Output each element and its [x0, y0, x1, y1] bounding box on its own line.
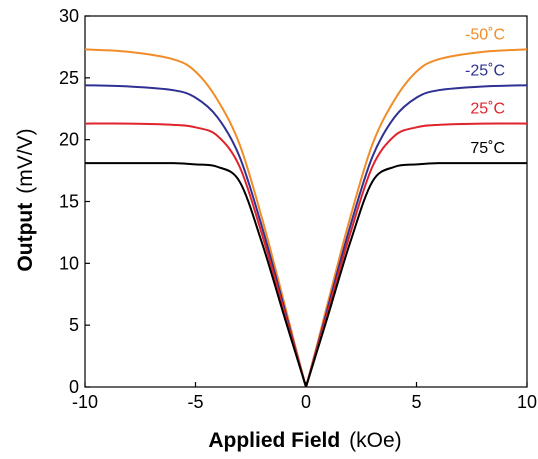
x-tick-label: 5: [411, 392, 421, 412]
plot-border: [84, 15, 528, 388]
axis-ticks: -10 -5 0 5 10 0 5 10 15 20 25 30: [59, 6, 537, 412]
y-tick-label: 25: [59, 68, 79, 88]
series-line-0: [84, 48, 528, 388]
x-axis-title-main: Applied Field: [208, 429, 340, 452]
series-label-1: -25˚C: [465, 62, 505, 79]
x-axis-title: Applied Field (kOe): [208, 429, 401, 452]
y-tick-label: 10: [59, 253, 79, 273]
y-tick-label: 20: [59, 130, 79, 150]
x-tick-label: -10: [72, 392, 98, 412]
series-label-3: 75˚C: [470, 140, 505, 157]
y-axis-title: Output (mV/V): [14, 128, 37, 271]
x-tick-label: -5: [187, 392, 203, 412]
x-tick-label: 0: [301, 392, 311, 412]
series-line-3: [85, 162, 527, 388]
series-labels: -50˚C -25˚C 25˚C 75˚C: [465, 26, 505, 157]
y-tick-label: 0: [69, 377, 79, 397]
plot-area: [84, 15, 528, 388]
series-line-1: [84, 84, 528, 388]
series-line-2: [84, 122, 528, 388]
y-tick-label: 30: [59, 6, 79, 26]
series-label-0: -50˚C: [465, 26, 505, 43]
series-lines: [84, 48, 528, 388]
x-tick-label: 10: [517, 392, 537, 412]
y-tick-label: 15: [59, 192, 79, 212]
y-axis-title-main: Output: [14, 203, 37, 272]
series-label-2: 25˚C: [470, 101, 505, 118]
x-axis-title-unit: (kOe): [349, 429, 402, 452]
y-tick-label: 5: [69, 315, 79, 335]
y-axis-title-unit: (mV/V): [14, 128, 37, 193]
